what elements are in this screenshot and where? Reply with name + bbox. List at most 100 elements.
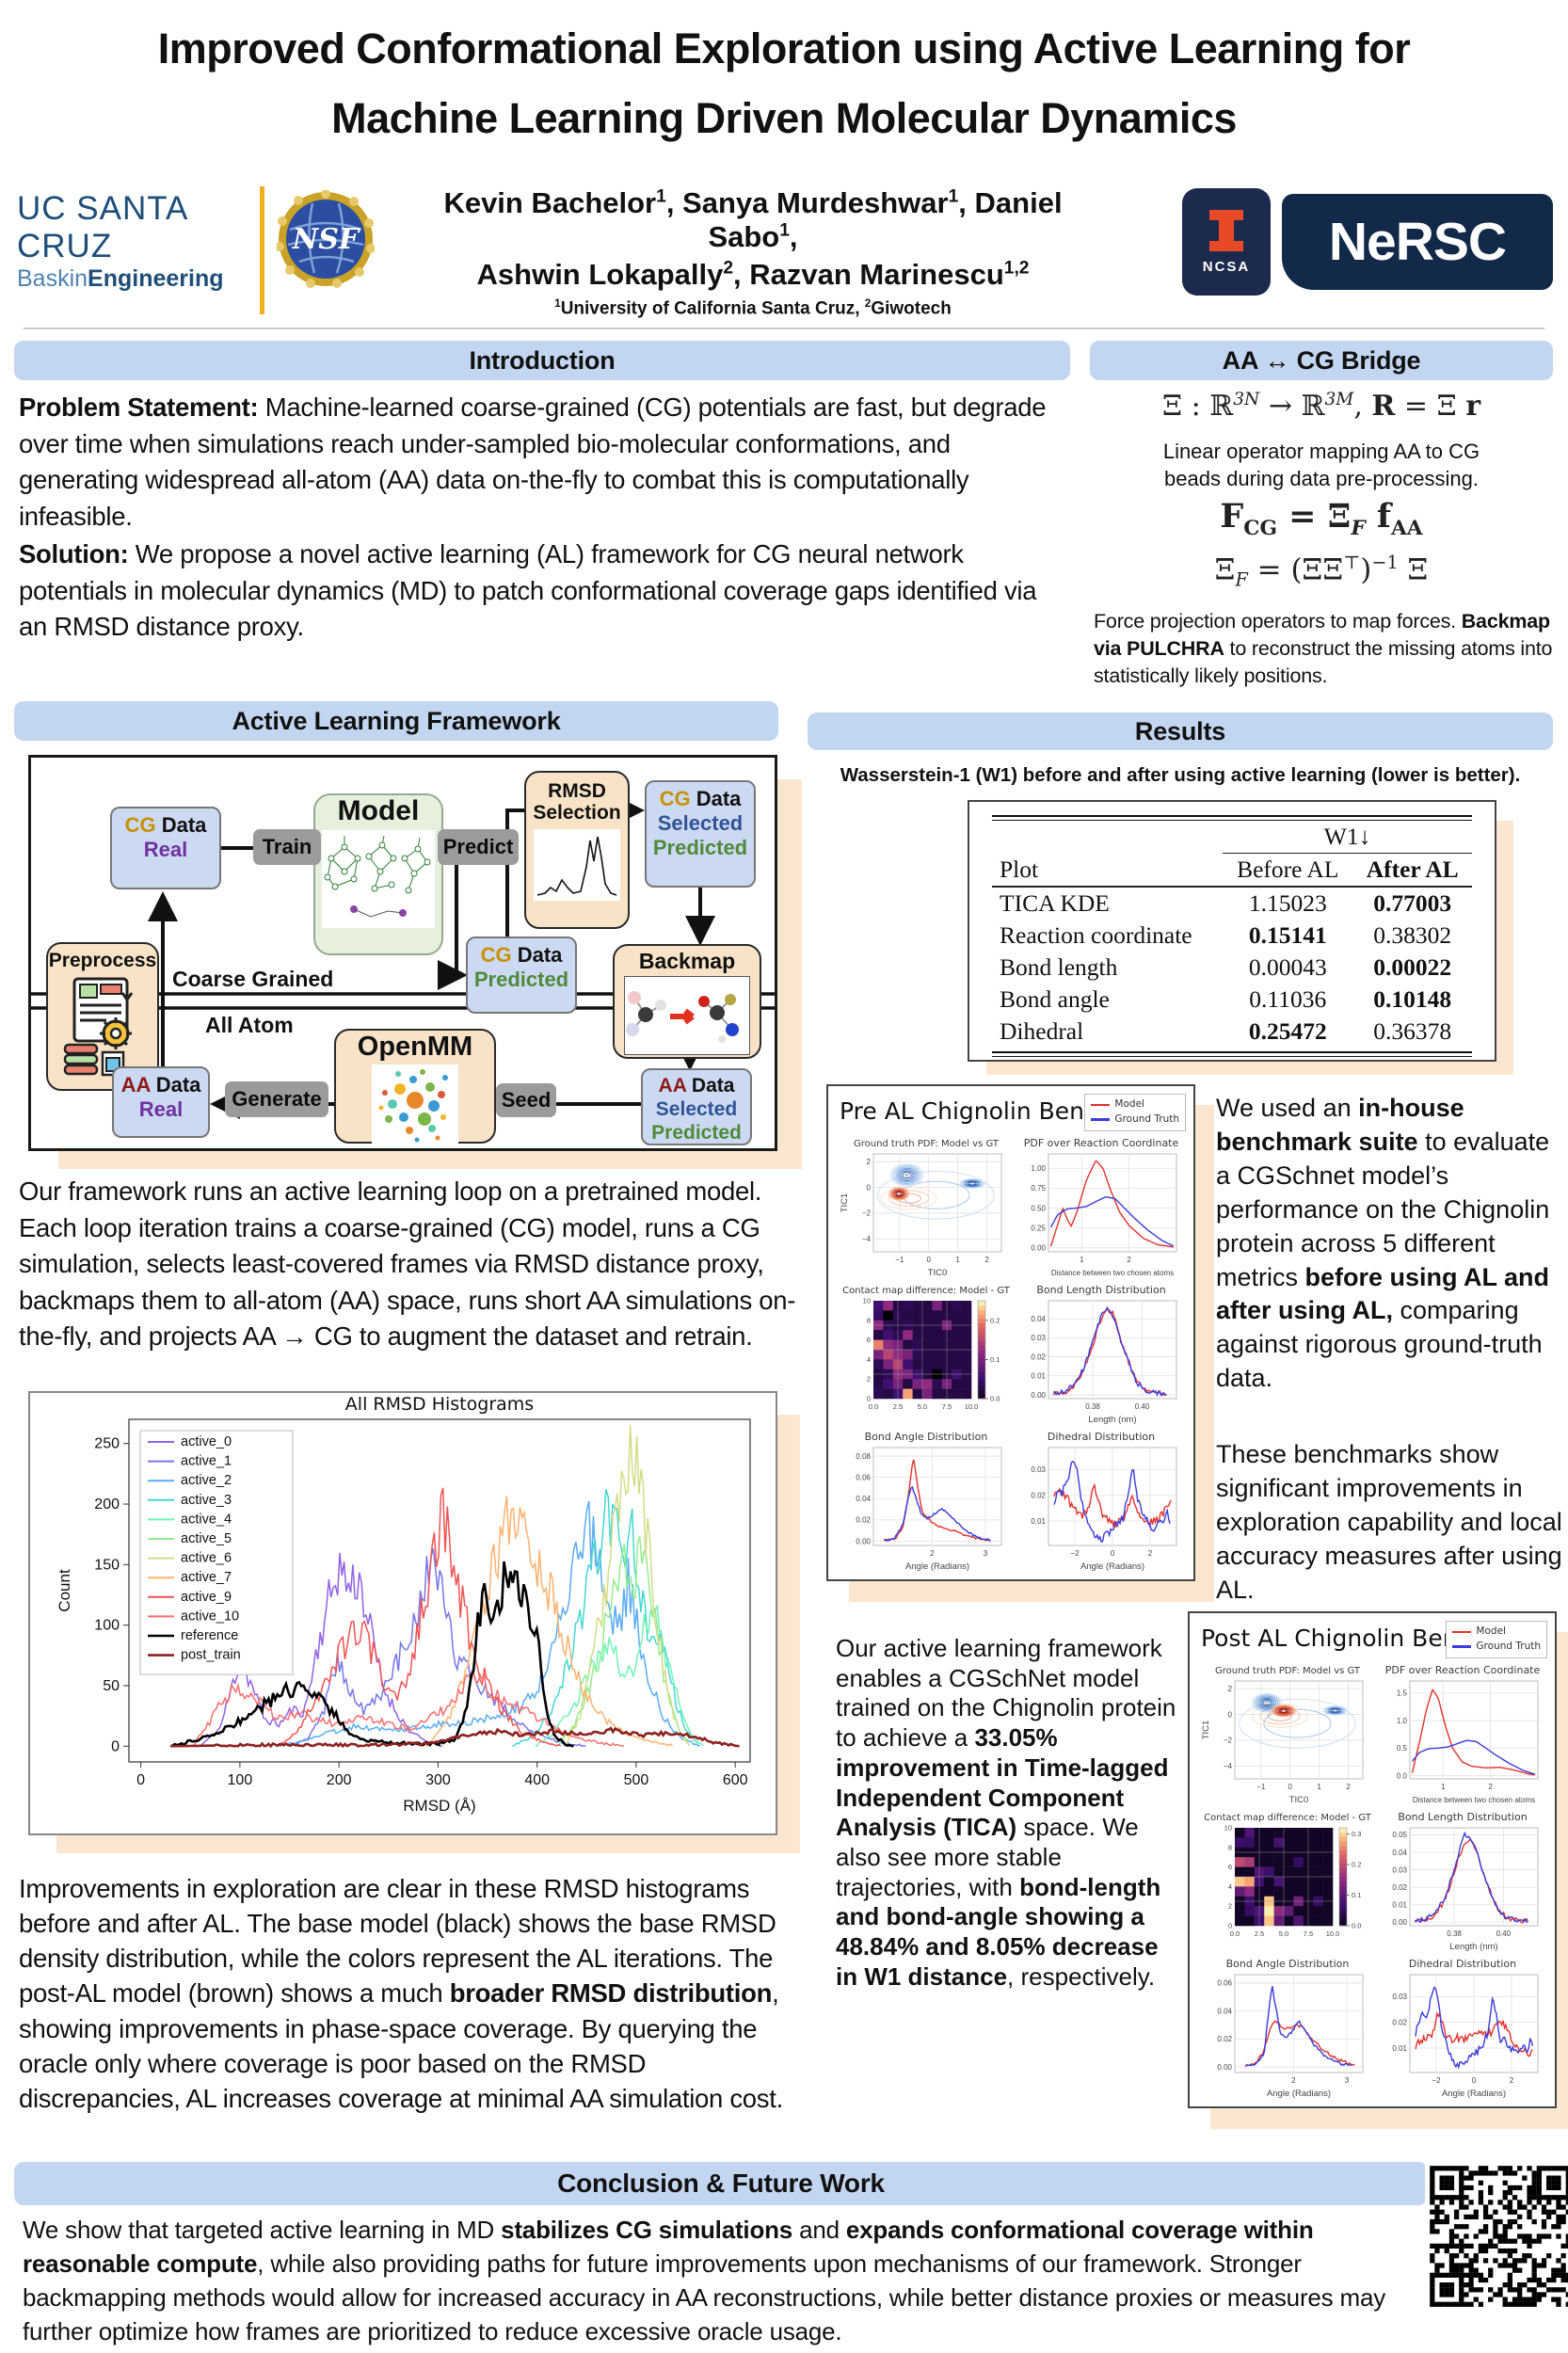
svg-text:0: 0 (1288, 1783, 1293, 1791)
edge-label-seed: Seed (496, 1083, 556, 1117)
affiliations: 1University of California Santa Cruz, 2G… (554, 297, 952, 319)
svg-text:0.05: 0.05 (1392, 1831, 1407, 1839)
model-line-swatch (1452, 1630, 1472, 1634)
svg-text:−2: −2 (1432, 2076, 1441, 2085)
svg-text:0: 0 (136, 1772, 145, 1788)
svg-text:0.01: 0.01 (1031, 1372, 1046, 1381)
svg-text:0.75: 0.75 (1031, 1184, 1046, 1193)
svg-text:0.0: 0.0 (1352, 1922, 1361, 1930)
svg-text:Dihedral Distribution: Dihedral Distribution (1048, 1431, 1155, 1443)
node-rmsd-selection: RMSD Selection (524, 771, 630, 929)
svg-text:0.03: 0.03 (1392, 1993, 1407, 2001)
svg-text:active_4: active_4 (181, 1512, 232, 1527)
svg-text:Bond Angle Distribution: Bond Angle Distribution (865, 1431, 988, 1443)
svg-text:0.04: 0.04 (856, 1495, 871, 1503)
svg-text:10.0: 10.0 (965, 1402, 979, 1411)
post-benchmark-grid: Ground truth PDF: Model vs GT −1 0 1 2 2 0 −2 −4… (1197, 1662, 1547, 2103)
ucsc-baskin-engineering: BaskinEngineering (17, 265, 224, 292)
svg-text:0: 0 (1228, 1710, 1233, 1719)
svg-text:Angle (Radians): Angle (Radians) (905, 1561, 969, 1572)
svg-text:300: 300 (425, 1772, 451, 1788)
svg-text:Angle (Radians): Angle (Radians) (1442, 2089, 1506, 2099)
svg-text:0.0: 0.0 (1397, 1771, 1408, 1780)
intro-paragraph-problem: Problem Statement: Machine-learned coars… (19, 392, 1047, 531)
svg-text:Length (nm): Length (nm) (1449, 1942, 1497, 1952)
nsf-logo-icon: NSF (277, 190, 375, 288)
node-model: Model (313, 793, 443, 955)
bridge-equation-projection: ΞF = (ΞΞ⊤)−1 Ξ (1214, 552, 1429, 591)
pre-benchmark-grid: Ground truth PDF: Model vs GT −1 0 1 2 2 0 −2 −4… (836, 1135, 1186, 1576)
edge-label-predict: Predict (438, 829, 519, 865)
svg-text:1.5: 1.5 (1397, 1689, 1408, 1698)
svg-text:4: 4 (867, 1355, 871, 1364)
svg-text:2: 2 (867, 1158, 872, 1166)
svg-text:0.00: 0.00 (1031, 1391, 1046, 1400)
node-cg-data-predicted: CG Data Predicted (466, 936, 577, 1014)
svg-text:0.2: 0.2 (990, 1316, 1000, 1324)
pre-benchmark-figure: Pre AL Chignolin Benchmark Model Ground … (826, 1084, 1195, 1581)
svg-text:0.01: 0.01 (1392, 2044, 1407, 2053)
authors-line1: Kevin Bachelor1, Sanya Murdeshwar1, Dani… (443, 186, 1063, 253)
svg-text:0.00: 0.00 (856, 1537, 871, 1545)
rmsd-histogram-chart: 0 100 200 300 400 500 600 0 50 100 150 200 250 All RM… (56, 1394, 751, 1815)
svg-text:1.0: 1.0 (1397, 1717, 1408, 1725)
node-cg-data-selected: CG Data Selected Predicted (645, 780, 756, 888)
svg-text:−4: −4 (1224, 1762, 1233, 1770)
svg-text:10.0: 10.0 (1326, 1929, 1340, 1938)
svg-text:0.50: 0.50 (1031, 1204, 1046, 1212)
svg-text:1.00: 1.00 (1031, 1164, 1046, 1173)
framework-diagram: CG Data Real Model RMSD Selection CG Da (28, 755, 777, 1151)
svg-text:Angle (Radians): Angle (Radians) (1080, 1561, 1144, 1572)
label-coarse-grained: Coarse Grained (172, 967, 334, 991)
bridge-caption: Linear operator mapping AA to CG beads d… (1162, 440, 1480, 490)
benchmark-paragraph-1: We used an in-house benchmark suite to e… (1216, 1094, 1550, 1393)
svg-text:Bond Angle Distribution: Bond Angle Distribution (1226, 1958, 1350, 1970)
svg-text:0.38: 0.38 (1085, 1402, 1100, 1411)
section-header-introduction: Introduction (14, 341, 1070, 380)
svg-text:Bond Length Distribution: Bond Length Distribution (1036, 1284, 1165, 1296)
svg-text:0.01: 0.01 (1392, 1901, 1407, 1910)
svg-text:TIC1: TIC1 (1201, 1721, 1211, 1740)
svg-text:10: 10 (863, 1297, 871, 1305)
ucsc-logo: UC SANTA CRUZ BaskinEngineering (17, 190, 252, 293)
node-openmm: OpenMM (334, 1029, 496, 1144)
svg-text:6: 6 (867, 1336, 871, 1344)
svg-text:2: 2 (867, 1375, 871, 1384)
authors-block: Kevin Bachelor1, Sanya Murdeshwar1, Dani… (405, 186, 1101, 319)
svg-text:2: 2 (1291, 2076, 1296, 2085)
svg-text:0.02: 0.02 (1031, 1491, 1046, 1499)
svg-text:reference: reference (181, 1628, 238, 1643)
svg-text:0.04: 0.04 (1031, 1315, 1046, 1323)
svg-text:active_3: active_3 (181, 1493, 232, 1508)
svg-text:8: 8 (867, 1316, 871, 1324)
svg-text:100: 100 (228, 1772, 253, 1788)
svg-text:active_0: active_0 (181, 1434, 232, 1449)
svg-text:10: 10 (1224, 1824, 1232, 1833)
svg-text:0.02: 0.02 (1392, 1883, 1407, 1892)
svg-text:Distance between two chosen at: Distance between two chosen atoms (1051, 1269, 1174, 1277)
illinois-i-icon (1209, 209, 1243, 251)
svg-text:1: 1 (1441, 1783, 1446, 1791)
gear-icon (100, 1017, 132, 1050)
edge-label-train: Train (253, 829, 321, 865)
svg-text:Dihedral Distribution: Dihedral Distribution (1409, 1958, 1516, 1970)
svg-text:TIC1: TIC1 (840, 1193, 850, 1213)
svg-text:−1: −1 (895, 1256, 904, 1264)
svg-text:active_5: active_5 (181, 1531, 232, 1546)
svg-text:50: 50 (103, 1678, 120, 1694)
svg-text:−1: −1 (1256, 1783, 1266, 1791)
svg-text:−2: −2 (1224, 1737, 1233, 1745)
svg-text:4: 4 (1228, 1882, 1232, 1891)
svg-text:400: 400 (524, 1772, 550, 1788)
svg-text:active_9: active_9 (181, 1590, 232, 1605)
svg-text:Bond Length Distribution: Bond Length Distribution (1398, 1811, 1527, 1823)
w1-table-grid: W1↓ Plot Before AL After AL TICA KDE 1.15023 0… (992, 821, 1472, 1048)
svg-text:0.0: 0.0 (990, 1395, 1000, 1403)
svg-text:0.25: 0.25 (1031, 1224, 1046, 1232)
svg-text:0.38: 0.38 (1447, 1929, 1462, 1938)
section-header-conclusion: Conclusion & Future Work (14, 2162, 1428, 2205)
svg-text:0: 0 (867, 1183, 872, 1192)
svg-text:2.5: 2.5 (893, 1402, 903, 1411)
svg-text:0.00: 0.00 (1031, 1244, 1046, 1253)
ucsc-wordmark: UC SANTA CRUZ (17, 190, 187, 264)
